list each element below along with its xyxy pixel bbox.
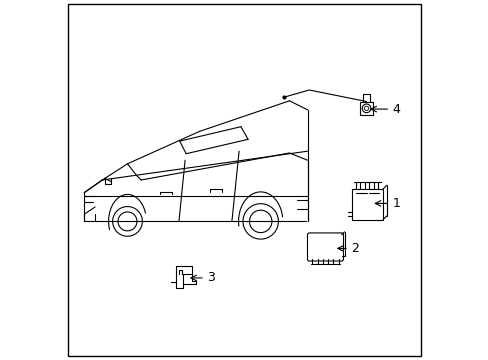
Text: 3: 3 — [207, 271, 215, 284]
FancyBboxPatch shape — [359, 102, 373, 115]
Circle shape — [364, 106, 368, 111]
Text: 2: 2 — [351, 242, 359, 255]
FancyBboxPatch shape — [352, 189, 382, 220]
FancyBboxPatch shape — [307, 233, 343, 261]
Text: 4: 4 — [392, 103, 400, 116]
Text: 1: 1 — [392, 197, 400, 210]
Circle shape — [362, 104, 370, 113]
